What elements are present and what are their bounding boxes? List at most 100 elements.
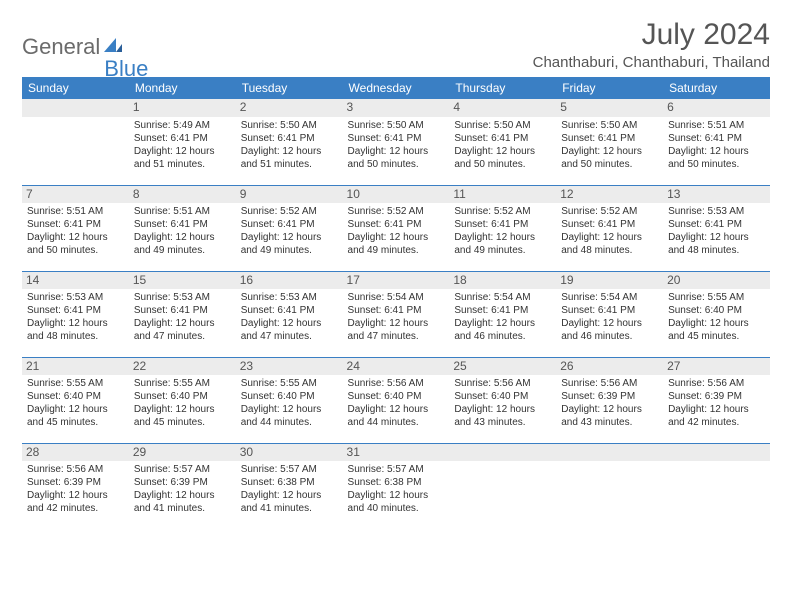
daylight2-text: and 41 minutes. (241, 502, 338, 515)
sunrise-text: Sunrise: 5:55 AM (241, 377, 338, 390)
daylight2-text: and 41 minutes. (134, 502, 231, 515)
sunset-text: Sunset: 6:40 PM (668, 304, 765, 317)
location-text: Chanthaburi, Chanthaburi, Thailand (533, 54, 770, 71)
day-number: 9 (236, 186, 343, 204)
daylight1-text: Daylight: 12 hours (27, 231, 124, 244)
calendar-week-row: 1Sunrise: 5:49 AMSunset: 6:41 PMDaylight… (22, 99, 770, 185)
calendar-day-cell: 21Sunrise: 5:55 AMSunset: 6:40 PMDayligh… (22, 357, 129, 443)
calendar-week-row: 14Sunrise: 5:53 AMSunset: 6:41 PMDayligh… (22, 271, 770, 357)
sunrise-text: Sunrise: 5:57 AM (348, 463, 445, 476)
day-number: 30 (236, 444, 343, 462)
weekday-header: Saturday (663, 77, 770, 99)
day-number: 7 (22, 186, 129, 204)
calendar-day-cell (556, 443, 663, 529)
sunrise-text: Sunrise: 5:55 AM (27, 377, 124, 390)
sunset-text: Sunset: 6:39 PM (27, 476, 124, 489)
daylight1-text: Daylight: 12 hours (454, 231, 551, 244)
daylight1-text: Daylight: 12 hours (561, 317, 658, 330)
header: General Blue July 2024 Chanthaburi, Chan… (22, 18, 770, 71)
calendar-day-cell: 16Sunrise: 5:53 AMSunset: 6:41 PMDayligh… (236, 271, 343, 357)
day-number (663, 444, 770, 462)
sunrise-text: Sunrise: 5:57 AM (241, 463, 338, 476)
day-number: 5 (556, 99, 663, 117)
sunset-text: Sunset: 6:41 PM (134, 132, 231, 145)
calendar-week-row: 28Sunrise: 5:56 AMSunset: 6:39 PMDayligh… (22, 443, 770, 529)
weekday-header: Tuesday (236, 77, 343, 99)
day-number: 2 (236, 99, 343, 117)
daylight2-text: and 44 minutes. (348, 416, 445, 429)
day-number: 22 (129, 358, 236, 376)
day-number: 17 (343, 272, 450, 290)
day-number (22, 99, 129, 117)
sunset-text: Sunset: 6:41 PM (561, 132, 658, 145)
day-number: 1 (129, 99, 236, 117)
calendar-day-cell: 29Sunrise: 5:57 AMSunset: 6:39 PMDayligh… (129, 443, 236, 529)
sunset-text: Sunset: 6:41 PM (241, 304, 338, 317)
sunset-text: Sunset: 6:41 PM (134, 218, 231, 231)
calendar-day-cell: 12Sunrise: 5:52 AMSunset: 6:41 PMDayligh… (556, 185, 663, 271)
sunrise-text: Sunrise: 5:57 AM (134, 463, 231, 476)
sunrise-text: Sunrise: 5:50 AM (561, 119, 658, 132)
daylight2-text: and 48 minutes. (27, 330, 124, 343)
sunset-text: Sunset: 6:41 PM (668, 218, 765, 231)
daylight2-text: and 40 minutes. (348, 502, 445, 515)
daylight1-text: Daylight: 12 hours (561, 231, 658, 244)
daylight1-text: Daylight: 12 hours (561, 145, 658, 158)
day-number: 8 (129, 186, 236, 204)
sunset-text: Sunset: 6:41 PM (134, 304, 231, 317)
calendar-day-cell: 28Sunrise: 5:56 AMSunset: 6:39 PMDayligh… (22, 443, 129, 529)
daylight1-text: Daylight: 12 hours (134, 489, 231, 502)
daylight1-text: Daylight: 12 hours (348, 231, 445, 244)
calendar-week-row: 21Sunrise: 5:55 AMSunset: 6:40 PMDayligh… (22, 357, 770, 443)
daylight2-text: and 50 minutes. (454, 158, 551, 171)
day-number: 27 (663, 358, 770, 376)
sunrise-text: Sunrise: 5:53 AM (241, 291, 338, 304)
calendar-day-cell: 22Sunrise: 5:55 AMSunset: 6:40 PMDayligh… (129, 357, 236, 443)
daylight2-text: and 50 minutes. (561, 158, 658, 171)
calendar-day-cell: 13Sunrise: 5:53 AMSunset: 6:41 PMDayligh… (663, 185, 770, 271)
sunrise-text: Sunrise: 5:55 AM (668, 291, 765, 304)
day-number: 31 (343, 444, 450, 462)
sunset-text: Sunset: 6:41 PM (348, 218, 445, 231)
sunset-text: Sunset: 6:41 PM (27, 304, 124, 317)
calendar-day-cell: 27Sunrise: 5:56 AMSunset: 6:39 PMDayligh… (663, 357, 770, 443)
daylight2-text: and 45 minutes. (668, 330, 765, 343)
sunset-text: Sunset: 6:41 PM (454, 218, 551, 231)
daylight2-text: and 47 minutes. (348, 330, 445, 343)
weekday-header: Wednesday (343, 77, 450, 99)
daylight1-text: Daylight: 12 hours (668, 317, 765, 330)
daylight2-text: and 47 minutes. (241, 330, 338, 343)
day-number: 24 (343, 358, 450, 376)
day-number: 23 (236, 358, 343, 376)
sunset-text: Sunset: 6:40 PM (348, 390, 445, 403)
day-number: 12 (556, 186, 663, 204)
daylight1-text: Daylight: 12 hours (27, 403, 124, 416)
daylight1-text: Daylight: 12 hours (668, 231, 765, 244)
daylight2-text: and 47 minutes. (134, 330, 231, 343)
sunrise-text: Sunrise: 5:52 AM (561, 205, 658, 218)
sunrise-text: Sunrise: 5:54 AM (348, 291, 445, 304)
calendar-day-cell: 25Sunrise: 5:56 AMSunset: 6:40 PMDayligh… (449, 357, 556, 443)
month-title: July 2024 (533, 18, 770, 52)
day-number: 29 (129, 444, 236, 462)
daylight2-text: and 49 minutes. (241, 244, 338, 257)
calendar-day-cell: 30Sunrise: 5:57 AMSunset: 6:38 PMDayligh… (236, 443, 343, 529)
daylight2-text: and 48 minutes. (561, 244, 658, 257)
daylight2-text: and 50 minutes. (27, 244, 124, 257)
sunset-text: Sunset: 6:41 PM (668, 132, 765, 145)
day-number: 15 (129, 272, 236, 290)
daylight1-text: Daylight: 12 hours (134, 145, 231, 158)
daylight1-text: Daylight: 12 hours (134, 403, 231, 416)
daylight1-text: Daylight: 12 hours (454, 403, 551, 416)
daylight1-text: Daylight: 12 hours (241, 145, 338, 158)
sunrise-text: Sunrise: 5:49 AM (134, 119, 231, 132)
daylight1-text: Daylight: 12 hours (134, 317, 231, 330)
sunrise-text: Sunrise: 5:53 AM (134, 291, 231, 304)
daylight1-text: Daylight: 12 hours (454, 317, 551, 330)
calendar-day-cell (22, 99, 129, 185)
calendar-day-cell: 4Sunrise: 5:50 AMSunset: 6:41 PMDaylight… (449, 99, 556, 185)
sunset-text: Sunset: 6:39 PM (561, 390, 658, 403)
daylight1-text: Daylight: 12 hours (348, 403, 445, 416)
daylight2-text: and 44 minutes. (241, 416, 338, 429)
sunrise-text: Sunrise: 5:53 AM (27, 291, 124, 304)
